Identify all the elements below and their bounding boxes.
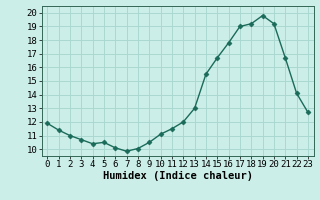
X-axis label: Humidex (Indice chaleur): Humidex (Indice chaleur) xyxy=(103,171,252,181)
